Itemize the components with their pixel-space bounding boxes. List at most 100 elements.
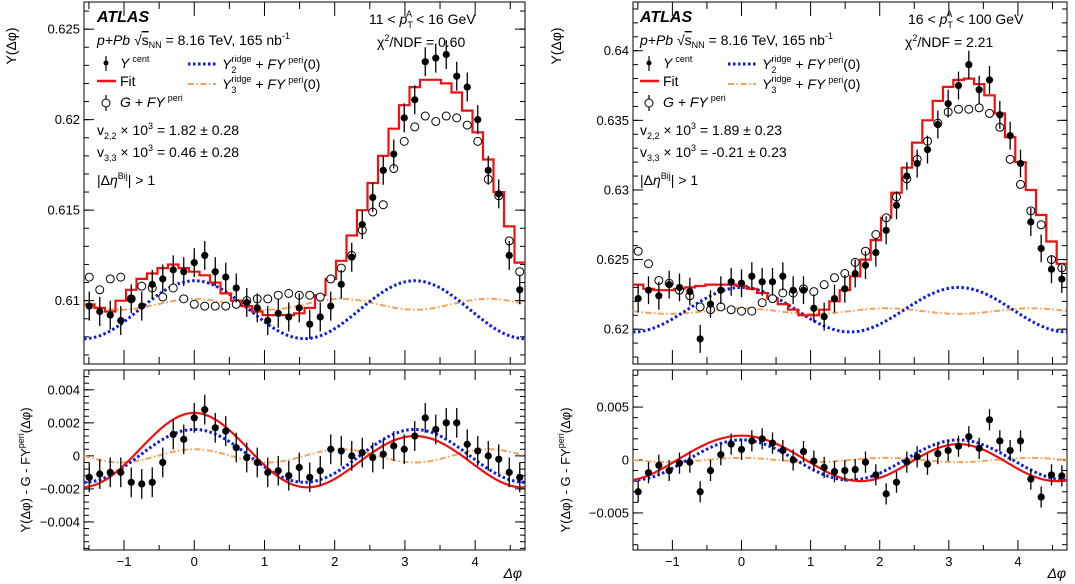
x-tick-label: 4 [472,554,479,569]
resid-point [148,478,156,486]
cent-point [841,285,849,293]
cent-point [696,335,704,343]
resid-point [820,463,828,472]
atlas-label: ATLAS [96,9,149,26]
cent-point [923,145,932,154]
cent-point [442,50,450,59]
x-axis-label: Δφ [1046,565,1066,581]
resid-point [400,445,408,453]
peri-point [315,292,325,302]
resid-point [644,469,653,477]
v22-label: v2,2 × 103 = 1.82 ± 0.28 [97,121,239,141]
resid-point [882,490,890,498]
cent-point [706,300,715,308]
atlas-label: ATLAS [639,9,692,26]
resid-point [243,453,251,462]
resid-point [696,488,704,496]
cent-point [758,278,766,286]
resid-point [996,437,1004,445]
peri-point [284,288,294,298]
cent-point [934,120,942,129]
resid-point [851,465,859,474]
eta-cut-label: |ΔηBij| > 1 [97,171,155,188]
cent-point [505,251,513,259]
peri-point [431,116,441,126]
resid-point [872,471,880,479]
peri-point [452,113,462,123]
cent-point [1047,265,1056,273]
resid-point [421,414,429,422]
eta-cut-label: |ΔηBij| > 1 [640,171,698,188]
peri-point [1036,220,1046,230]
cent-point [851,269,859,278]
resid-point [841,466,849,475]
peri-point [105,274,115,284]
cent-point [379,166,387,174]
resid-point [253,458,261,467]
cent-point [954,81,963,90]
y-tick-label: 0.62 [55,112,80,127]
cent-point [85,302,93,310]
legend-fit-label: Fit [663,73,679,89]
resid-point [944,446,952,455]
resid-point [985,416,994,424]
cent-point [634,294,642,303]
cent-point [748,272,756,280]
peri-point [137,281,147,291]
cent-point [665,281,673,289]
peri-point [221,301,231,311]
peri-point [158,292,168,302]
resid-point [327,445,335,453]
resid-point [138,480,146,488]
cent-point [996,111,1004,119]
resid-point [201,406,209,414]
cent-point [306,320,314,328]
resid-point [453,419,461,427]
legend-peri-marker [101,95,111,111]
cent-point [892,201,901,209]
peri-point [189,299,199,309]
peri-point [974,103,984,113]
legend-fit-label: Fit [120,73,136,89]
fit-curve [632,434,1068,483]
x-tick-label: −1 [665,554,680,569]
cent-point [432,54,440,62]
peri-point [954,104,963,114]
resid-point [965,433,973,441]
resid-point [316,467,324,475]
cent-point [138,302,146,310]
y-tick-label: 0.004 [47,382,80,397]
resid-point [222,427,230,435]
x-tick-label: 1 [261,554,268,569]
peri-point [819,280,829,290]
cent-point [965,61,973,69]
cent-point [274,309,282,317]
resid-point [737,445,746,454]
resid-point [463,440,471,448]
peri-point [95,285,105,295]
cent-point [127,295,135,303]
cent-point [789,286,797,294]
y2-ridge-curve [632,285,1068,334]
cent-point [975,86,983,94]
cent-point [903,172,911,180]
y-tick-label: 0.002 [47,415,80,430]
peri-point [441,111,451,121]
cent-point [737,279,746,287]
x-tick-label: 3 [401,554,408,569]
fit-histogram [84,78,525,317]
resid-point [348,452,356,460]
cent-point [686,288,694,296]
y-axis-label: Y(Δφ) [548,27,564,64]
peri-point [726,305,736,315]
y3-ridge-curve [632,307,1068,315]
y-tick-label: 0.61 [55,293,80,308]
cent-point [222,273,230,281]
resid-point [337,447,345,455]
resid-point [264,468,272,476]
cent-point [295,304,303,312]
cent-point [820,313,828,321]
cent-point [861,261,870,269]
y-axis-label: Y(Δφ) [3,27,19,64]
